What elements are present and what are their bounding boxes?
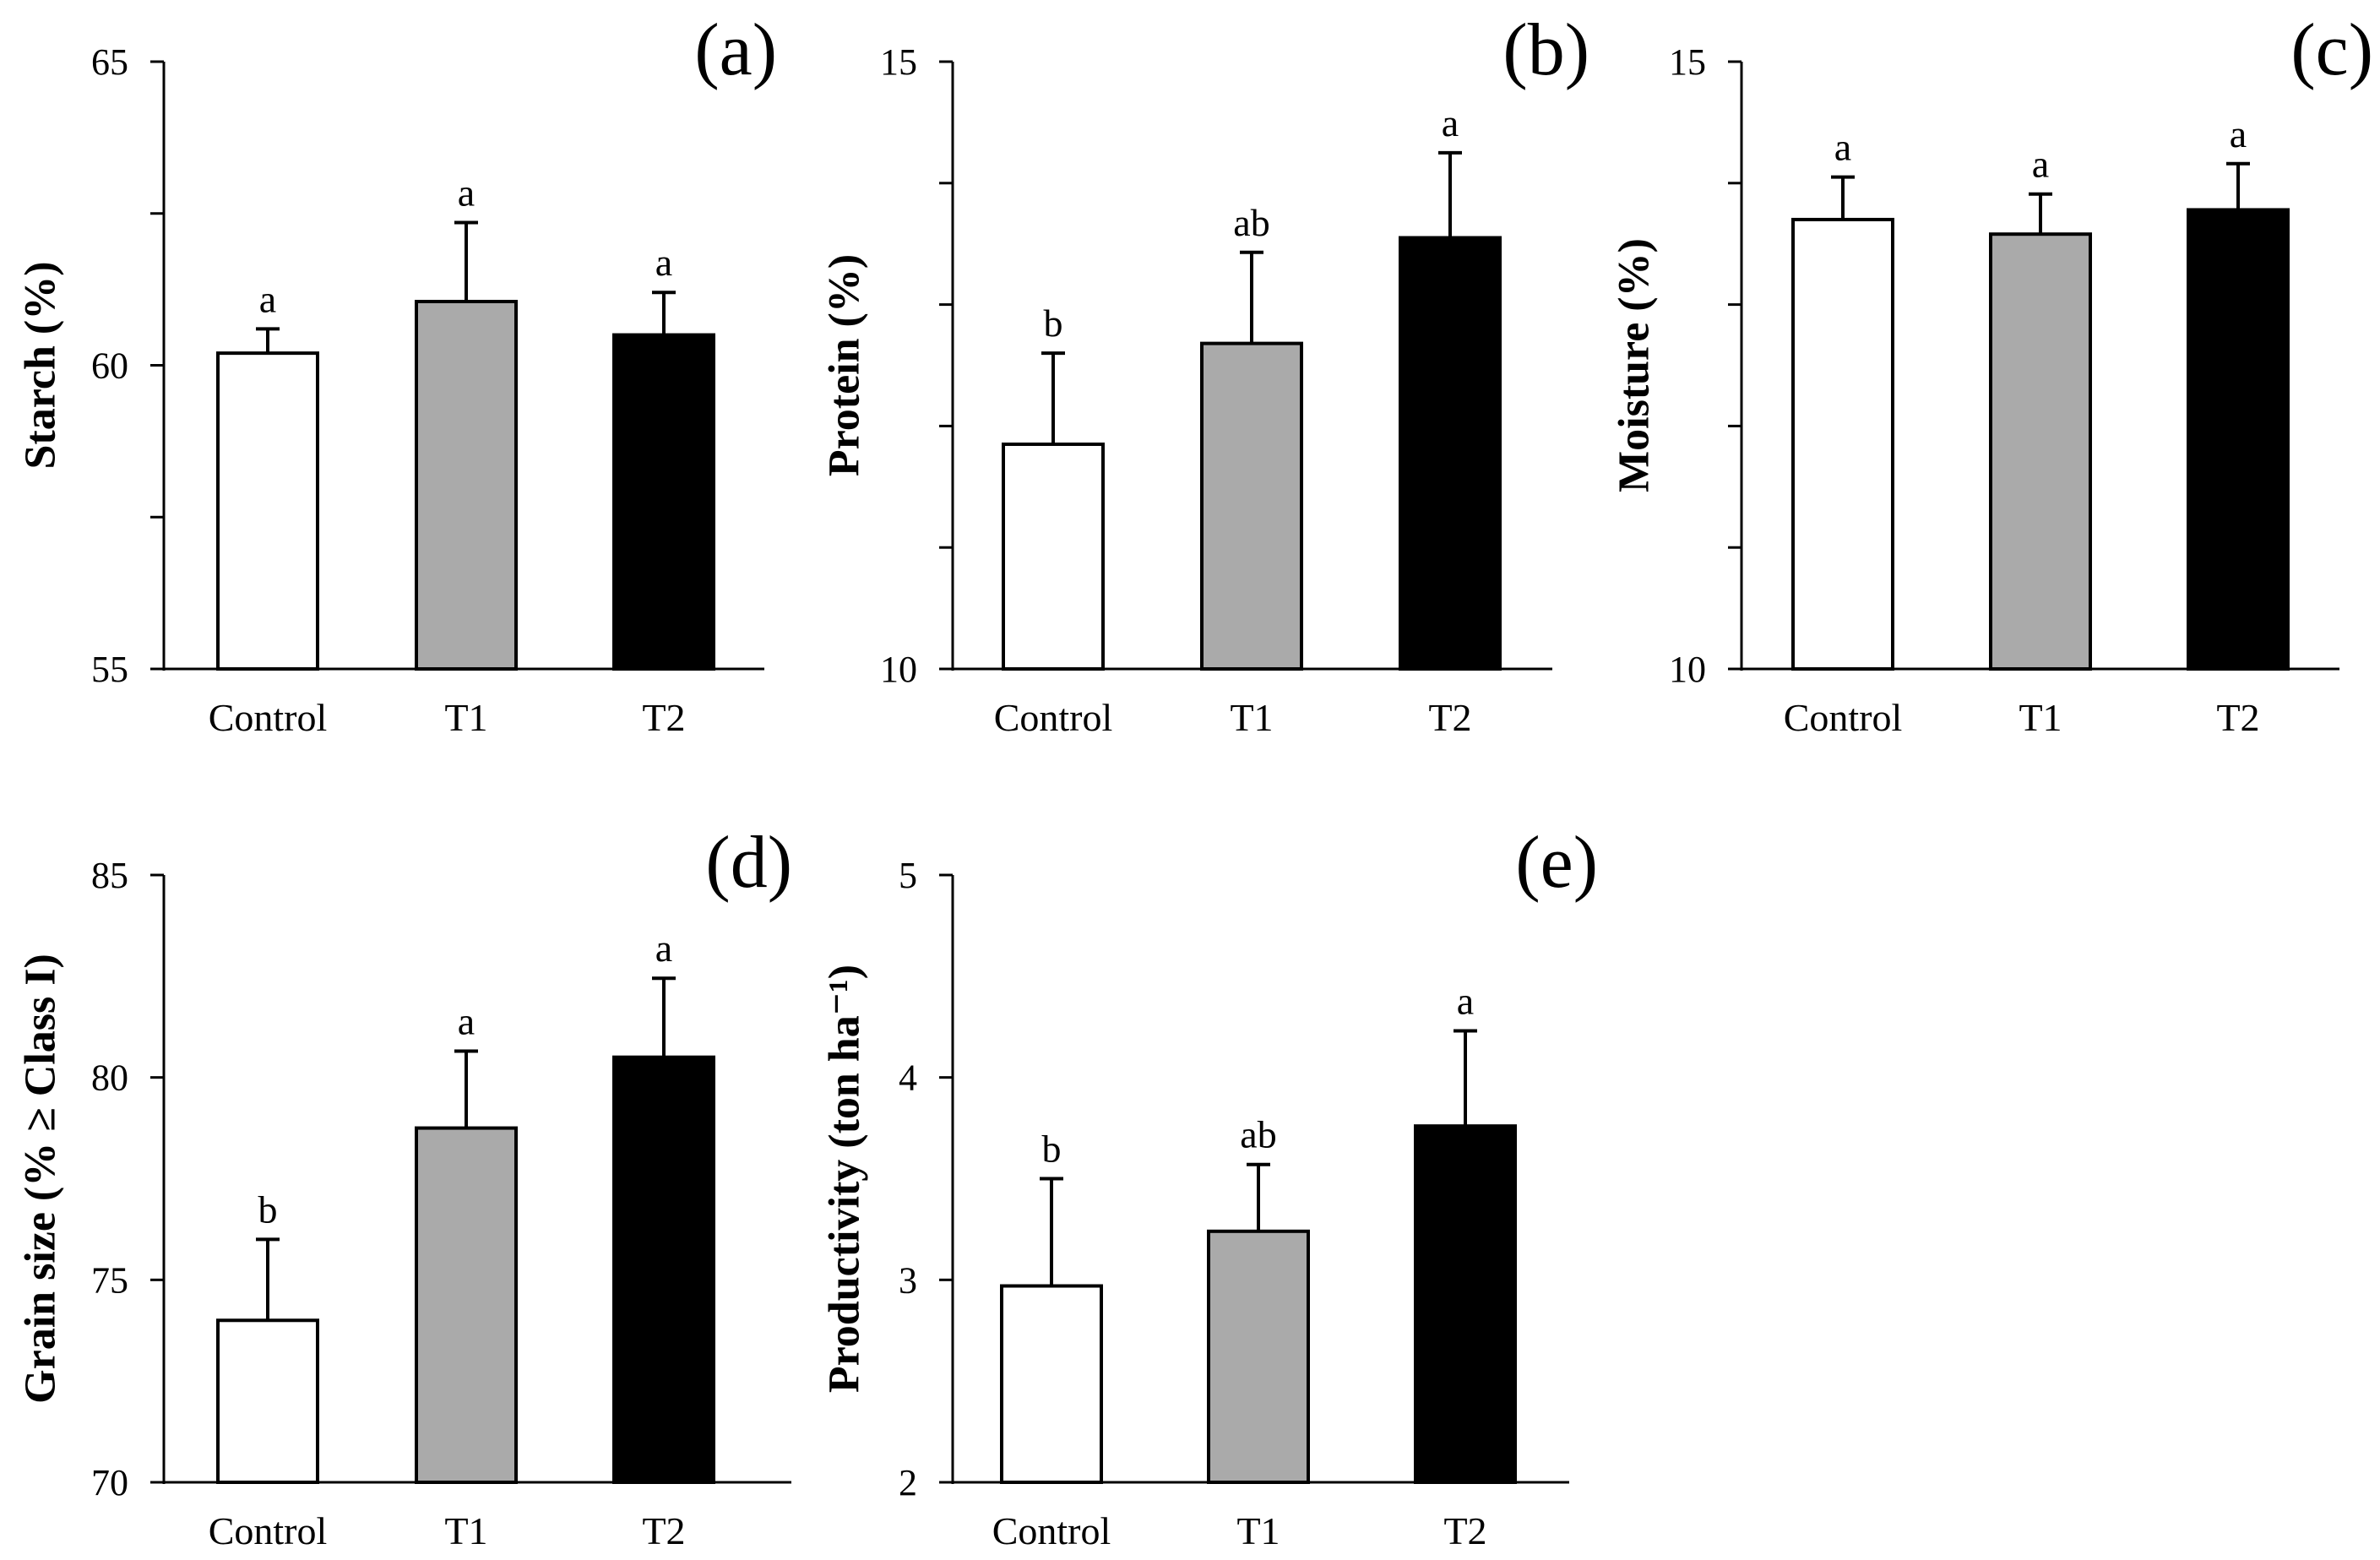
y-tick-label: 65 [91,41,128,83]
category-label: Control [209,1509,328,1552]
significance-label: a [1457,980,1474,1023]
category-label: Control [994,696,1113,739]
bar-control [1791,217,1894,671]
significance-label: a [1442,101,1459,144]
panel-label: (b) [1502,9,1589,91]
panel-e: b Control ab T1 a T2 2 3 4 5 Productivity (ton ha⁻… [821,822,1599,1552]
y-tick-label: 3 [899,1259,917,1301]
y-axis-label: Protein (%) [821,254,869,476]
significance-label: a [1834,126,1851,169]
significance-label: a [259,277,276,320]
bar-t1 [415,300,518,671]
y-tick-label: 5 [899,855,917,896]
significance-label: b [258,1188,278,1231]
category-label: T1 [2019,696,2062,739]
significance-label: b [1044,302,1063,345]
category-label: T2 [1428,696,1471,739]
y-tick-label: 4 [899,1057,917,1099]
category-label: Control [1784,696,1903,739]
bar-control [1002,442,1105,671]
significance-label: b [1042,1128,1062,1171]
significance-label: a [458,171,475,215]
panel-label: (c) [2290,9,2373,91]
y-tick-label: 85 [91,855,128,896]
panel-label: (e) [1515,822,1598,904]
y-tick-label: 10 [880,649,917,690]
y-tick-label: 2 [899,1462,917,1503]
bar-control [216,351,319,671]
bar-t1 [415,1126,518,1485]
panel-b: b Control ab T1 a T2 10 15 Protein (%) (b) [821,9,1590,739]
panel-d: b Control a T1 a T2 70 75 80 85 Grain size (% ≥ Cl… [17,822,793,1552]
bar-control [216,1318,319,1485]
bar-t2 [1399,236,1502,671]
y-tick-label: 70 [91,1462,128,1503]
significance-label: a [655,927,672,970]
y-axis-label: Starch (%) [17,261,65,469]
bar-t2 [2187,208,2290,671]
category-label: T2 [2216,696,2259,739]
y-tick-label: 15 [1669,41,1706,83]
panel-a: a Control a T1 a T2 55 60 65 Starch (%) (a) [17,9,778,739]
bar-t2 [612,1055,715,1484]
y-tick-label: 10 [1669,649,1706,690]
significance-label: ab [1240,1113,1276,1156]
y-tick-label: 60 [91,345,128,387]
category-label: T1 [1236,1509,1280,1552]
panel-label: (d) [705,822,792,904]
bar-t1 [1207,1229,1310,1485]
bar-control [1000,1284,1103,1484]
y-tick-label: 55 [91,649,128,690]
panel-label: (a) [694,9,777,91]
panel-c: a Control a T1 a T2 10 15 Moisture (%) (c) [1611,9,2374,739]
significance-label: a [458,1000,475,1043]
bar-t1 [1989,232,2092,671]
y-tick-label: 75 [91,1259,128,1301]
category-label: T1 [444,1509,487,1552]
significance-label: a [2032,143,2049,186]
y-axis-label: Grain size (% ≥ Class I) [17,954,65,1404]
y-axis-label: Productivity (ton ha⁻¹) [821,965,869,1393]
bar-t2 [612,333,715,671]
category-label: Control [992,1509,1111,1552]
category-label: T1 [1230,696,1273,739]
category-label: T1 [444,696,487,739]
category-label: T2 [642,1509,685,1552]
significance-label: a [655,241,672,284]
significance-label: ab [1233,201,1269,244]
category-label: Control [209,696,328,739]
bar-t1 [1200,341,1303,671]
bar-t2 [1414,1124,1517,1484]
significance-label: a [2230,112,2247,155]
category-label: T2 [642,696,685,739]
y-tick-label: 15 [880,41,917,83]
y-tick-label: 80 [91,1057,128,1099]
y-axis-label: Moisture (%) [1611,238,1659,492]
category-label: T2 [1443,1509,1486,1552]
